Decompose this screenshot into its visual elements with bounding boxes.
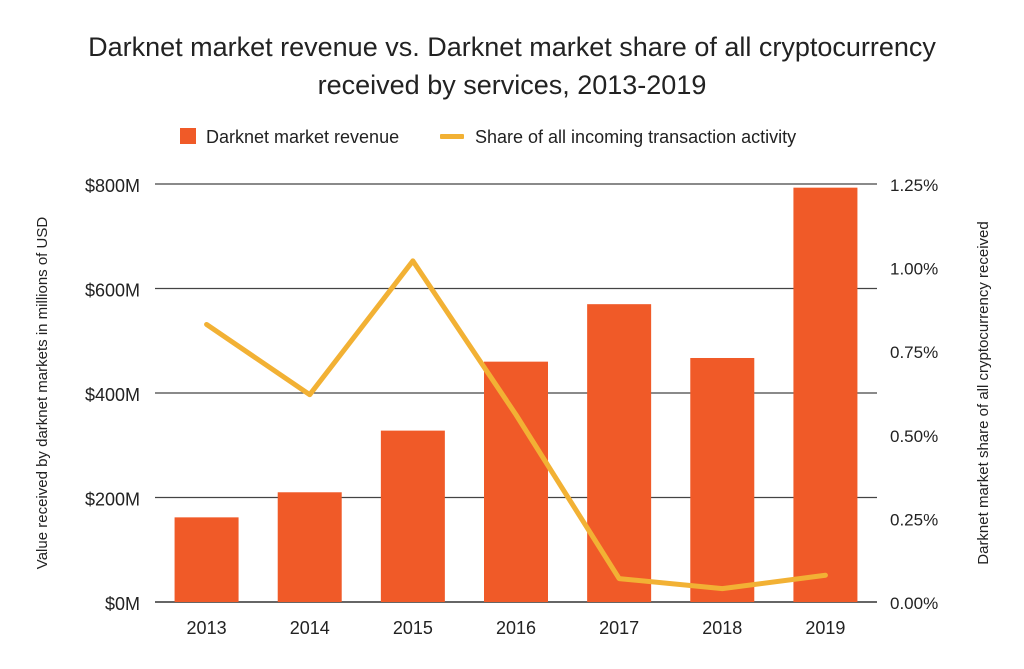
bar bbox=[793, 187, 858, 602]
legend-label-revenue: Darknet market revenue bbox=[206, 127, 399, 147]
x-tick-label: 2016 bbox=[496, 618, 536, 638]
line-point bbox=[411, 259, 415, 263]
x-tick-label: 2017 bbox=[599, 618, 639, 638]
y-right-tick-label: 0.50% bbox=[890, 427, 938, 446]
y-left-tick-label: $600M bbox=[85, 281, 140, 301]
y-right-tick-label: 0.00% bbox=[890, 594, 938, 613]
bar bbox=[690, 357, 755, 602]
legend-label-share: Share of all incoming transaction activi… bbox=[475, 127, 796, 147]
line-series bbox=[204, 258, 828, 592]
line-point bbox=[205, 322, 209, 326]
y-left-tick-label: $0M bbox=[105, 594, 140, 614]
bar-series bbox=[174, 187, 858, 602]
chart-title-line-1: Darknet market revenue vs. Darknet marke… bbox=[88, 32, 936, 62]
bar bbox=[174, 517, 239, 602]
x-tick-label: 2015 bbox=[393, 618, 433, 638]
y-left-tick-label: $800M bbox=[85, 176, 140, 196]
y-left-axis-label: Value received by darknet markets in mil… bbox=[34, 217, 51, 570]
bar bbox=[587, 304, 652, 602]
legend: Darknet market revenue Share of all incom… bbox=[180, 127, 796, 147]
y-left-tick-label: $400M bbox=[85, 385, 140, 405]
chart-title: Darknet market revenue vs. Darknet marke… bbox=[0, 28, 1024, 104]
bar bbox=[484, 361, 548, 602]
y-right-axis-label: Darknet market share of all cryptocurren… bbox=[975, 221, 992, 564]
bar bbox=[277, 492, 342, 602]
x-tick-label: 2014 bbox=[290, 618, 330, 638]
y-right-tick-label: 1.00% bbox=[890, 260, 938, 279]
x-tick-label: 2013 bbox=[187, 618, 227, 638]
y-right-tick-label: 1.25% bbox=[890, 176, 938, 195]
line-point bbox=[514, 413, 518, 417]
line-point bbox=[720, 587, 724, 591]
y-right-tick-label: 0.75% bbox=[890, 343, 938, 362]
bar bbox=[380, 430, 445, 602]
axes: $0M $200M $400M $600M $800M 0.00% 0.25% 0.50% 0.… bbox=[34, 176, 992, 638]
line-point bbox=[823, 573, 827, 577]
legend-swatch-line bbox=[440, 134, 464, 139]
x-tick-label: 2018 bbox=[702, 618, 742, 638]
legend-swatch-bar bbox=[180, 128, 196, 144]
y-right-tick-label: 0.25% bbox=[890, 510, 938, 529]
x-tick-label: 2019 bbox=[805, 618, 845, 638]
line-point bbox=[617, 577, 621, 581]
line-point bbox=[308, 393, 312, 397]
y-left-tick-label: $200M bbox=[85, 490, 140, 510]
chart-title-line-2: received by services, 2013-2019 bbox=[317, 70, 707, 100]
